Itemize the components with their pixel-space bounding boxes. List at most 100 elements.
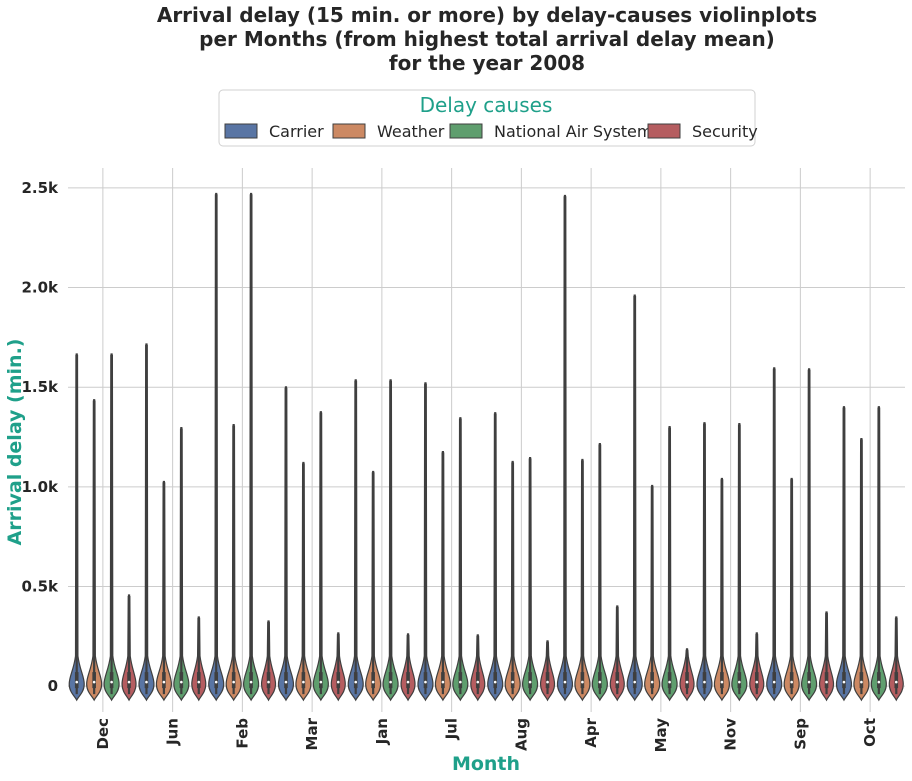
legend-label: Carrier <box>269 122 324 141</box>
violin-iqr-box <box>371 672 375 689</box>
violin-carrier <box>835 406 853 702</box>
violin-median <box>842 680 846 684</box>
violin-iqr-box <box>894 672 899 689</box>
violin-security <box>888 616 904 702</box>
violin-iqr-box <box>754 672 759 689</box>
violin-median <box>860 680 863 684</box>
violin-iqr-box <box>319 672 323 689</box>
violin-iqr-box <box>196 672 201 689</box>
violin-iqr-box <box>632 672 637 689</box>
violin-national-air-system <box>173 427 190 702</box>
violin-median <box>302 680 305 684</box>
legend-title: Delay causes <box>420 93 553 117</box>
legend-swatch <box>224 123 258 139</box>
violin-median <box>110 680 113 684</box>
violin-iqr-box <box>789 672 794 689</box>
violin-median <box>232 680 235 684</box>
violin-iqr-box <box>598 672 602 689</box>
violin-median <box>720 680 724 684</box>
violin-security <box>609 605 625 702</box>
x-tick-label: May <box>652 718 670 753</box>
violin-iqr-box <box>353 672 358 689</box>
violin-median <box>790 680 793 684</box>
x-tick-label: Jan <box>373 718 391 745</box>
violin-iqr-box <box>74 672 79 689</box>
violin-iqr-box <box>441 672 445 689</box>
violin-carrier <box>696 422 713 702</box>
violin-carrier <box>487 412 504 702</box>
violin-carrier <box>68 353 85 702</box>
violin-carrier <box>556 194 574 702</box>
violin-median <box>284 680 288 684</box>
violin-iqr-box <box>109 672 114 689</box>
violin-national-air-system <box>521 456 539 702</box>
violin-median <box>633 680 637 684</box>
x-tick-label: Oct <box>861 718 879 747</box>
violin-weather <box>853 438 870 702</box>
violin-weather <box>644 484 661 702</box>
violin-iqr-box <box>458 672 463 689</box>
violin-national-air-system <box>382 379 399 702</box>
violin-carrier <box>277 386 295 702</box>
grid <box>68 168 905 712</box>
violin-median <box>528 680 532 684</box>
x-tick-label: Feb <box>233 718 251 749</box>
x-tick-label: Mar <box>303 717 321 750</box>
violin-median <box>703 680 706 684</box>
x-axis-label: Month <box>452 753 520 775</box>
violin-median <box>493 680 497 684</box>
violin-median <box>807 680 811 684</box>
violin-iqr-box <box>406 672 410 689</box>
violin-carrier <box>138 343 155 702</box>
y-axis-label: Arrival delay (min.) <box>4 339 26 546</box>
violin-national-air-system <box>591 442 608 702</box>
violin-median <box>825 680 828 684</box>
violin-median <box>476 680 480 684</box>
violin-iqr-box <box>179 672 184 689</box>
violins <box>68 192 904 702</box>
legend-swatch <box>647 123 681 139</box>
violin-security <box>330 632 346 702</box>
legend-item: Security <box>647 122 758 141</box>
violin-weather <box>504 460 521 702</box>
y-tick-label: 2.0k <box>21 279 59 297</box>
violin-median <box>424 680 427 684</box>
violin-median <box>650 680 654 684</box>
violin-median <box>145 680 148 684</box>
violin-iqr-box <box>807 672 811 689</box>
violin-median <box>197 680 201 684</box>
violin-iqr-box <box>650 672 654 689</box>
violin-median <box>354 680 358 684</box>
violin-median <box>127 680 131 684</box>
violin-iqr-box <box>423 672 428 689</box>
violin-iqr-box <box>127 672 131 689</box>
legend-swatch <box>332 123 366 139</box>
violin-weather <box>365 470 382 702</box>
violin-security <box>191 616 207 702</box>
violin-security <box>749 632 765 702</box>
violin-national-air-system <box>661 426 678 702</box>
violin-iqr-box <box>580 672 585 689</box>
legend-item: National Air System <box>449 122 652 141</box>
violin-median <box>685 680 689 684</box>
violin-national-air-system <box>452 417 469 702</box>
violin-iqr-box <box>92 672 96 689</box>
violin-national-air-system <box>312 411 329 702</box>
violin-security <box>470 634 486 702</box>
violin-iqr-box <box>877 672 881 689</box>
violin-iqr-box <box>615 672 620 689</box>
violin-iqr-box <box>231 672 236 689</box>
legend-item: Weather <box>332 122 445 141</box>
violin-median <box>511 680 514 684</box>
violin-weather <box>295 461 312 702</box>
violin-security <box>260 620 277 702</box>
violin-security <box>121 594 137 702</box>
violin-weather <box>225 424 242 702</box>
violin-median <box>615 680 619 684</box>
x-tick-label: Apr <box>582 717 600 747</box>
y-tick-label: 0 <box>48 677 58 695</box>
legend: Delay causes Carrier Weather National Air … <box>218 89 758 147</box>
violin-median <box>772 680 776 684</box>
violin-iqr-box <box>475 672 480 689</box>
violin-iqr-box <box>545 672 550 689</box>
